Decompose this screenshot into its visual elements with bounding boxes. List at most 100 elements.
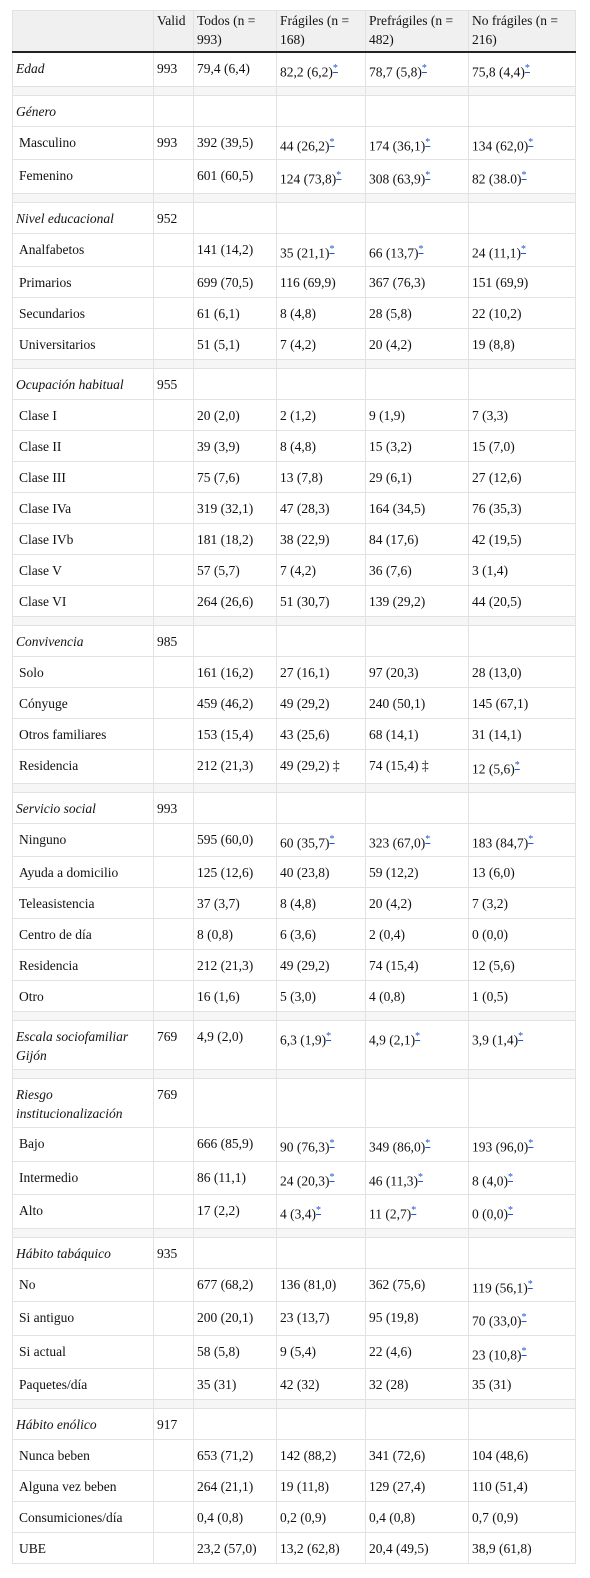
spacer-cell [153, 359, 194, 369]
footnote-link[interactable]: * [329, 1171, 335, 1183]
footnote-link[interactable]: * [518, 1031, 524, 1042]
footnote-link[interactable]: * [421, 63, 427, 74]
value-cell: 32 (28) [365, 1368, 469, 1400]
value-cell: 9 (5,4) [276, 1334, 366, 1369]
value-cell: 8 (4,8) [276, 887, 366, 919]
value-cell: 75,8 (4,4)* [468, 51, 576, 87]
value-cell [468, 94, 576, 127]
value-cell: 0,2 (0,9) [276, 1501, 366, 1533]
footnote-link[interactable]: * [425, 833, 431, 845]
value-cell: 42 (19,5) [468, 523, 576, 555]
row-label: Masculino [12, 125, 154, 160]
valid-cell [153, 856, 194, 888]
value-cell: 28 (13,0) [468, 656, 576, 688]
row-label: Cónyuge [12, 687, 154, 719]
spacer-row [12, 1399, 576, 1409]
footnote-mark: * [425, 136, 430, 148]
footnote-link[interactable]: * [521, 170, 527, 181]
valid-cell [153, 1501, 194, 1533]
footnote-link[interactable]: * [418, 243, 424, 255]
value-cell: 82 (38.0)* [468, 159, 576, 194]
footnote-link[interactable]: * [425, 1138, 431, 1149]
value-cell: 8 (4,0)* [468, 1160, 576, 1195]
data-row: Bajo 666 (85,9) 90 (76,3)* 349 (86,0)* 193 (… [12, 1127, 576, 1162]
value-cell: 323 (67,0)* [365, 822, 469, 857]
footnote-link[interactable]: * [514, 760, 520, 771]
valid-cell [153, 1127, 194, 1162]
value-cell: 264 (26,6) [193, 585, 277, 617]
row-label: Alguna vez beben [12, 1470, 154, 1502]
spacer-cell [193, 85, 277, 96]
value-cell: 47 (28,3) [276, 492, 366, 524]
value-cell: 58 (5,8) [193, 1334, 277, 1369]
footnote-link[interactable]: * [329, 136, 335, 148]
data-row: Universitarios 51 (5,1) 7 (4,2) 20 (4,2) 19 … [12, 328, 576, 360]
footnote-mark: * [330, 243, 335, 255]
spacer-cell [193, 1227, 277, 1238]
value-text: 183 (84,7) [472, 835, 529, 850]
value-cell: 35 (31) [193, 1368, 277, 1400]
footnote-link[interactable]: * [316, 1205, 321, 1216]
value-cell: 459 (46,2) [193, 687, 277, 719]
value-cell: 61 (6,1) [193, 297, 277, 329]
table-body: Edad 993 79,4 (6,4) 82,2 (6,2)* 78,7 (5,8)* 7… [12, 51, 576, 1564]
row-label: Si antiguo [12, 1301, 154, 1336]
footnote-link[interactable]: * [521, 1312, 527, 1323]
footnote-link[interactable]: * [528, 136, 534, 148]
value-cell [276, 1408, 366, 1440]
value-cell [193, 791, 277, 824]
valid-cell [153, 328, 194, 360]
footnote-link[interactable]: * [329, 1138, 335, 1149]
value-text: 75,8 (4,4) [472, 64, 525, 80]
footnote-link[interactable]: * [411, 1205, 417, 1216]
footnote-link[interactable]: * [508, 1171, 513, 1183]
footnote-link[interactable]: * [425, 136, 431, 148]
valid-cell: 993 [153, 125, 194, 160]
footnote-link[interactable]: * [418, 1171, 423, 1183]
value-text: 60 (35,7) [280, 835, 330, 850]
value-cell: 5 (3,0) [276, 980, 366, 1012]
footnote-link[interactable]: * [528, 833, 534, 845]
value-cell: 23,2 (57,0) [193, 1532, 277, 1564]
footnote-link[interactable]: * [329, 833, 335, 845]
valid-cell [153, 461, 194, 493]
footnote-link[interactable]: * [336, 170, 342, 181]
value-cell [365, 1408, 469, 1440]
value-cell: 49 (29,2) [276, 949, 366, 981]
data-row: Femenino 601 (60,5) 124 (73,8)* 308 (63,9)*… [12, 159, 576, 194]
spacer-cell [153, 1069, 194, 1079]
value-cell: 51 (5,1) [193, 328, 277, 360]
footnote-link[interactable]: * [326, 1031, 332, 1042]
row-label: Secundarios [12, 297, 154, 329]
data-row: Clase IVb 181 (18,2) 38 (22,9) 84 (17,6) 42 … [12, 523, 576, 555]
footnote-mark: * [316, 1204, 321, 1216]
footnote-link[interactable]: * [527, 1278, 533, 1290]
footnote-link[interactable]: * [524, 63, 530, 74]
footnote-link[interactable]: * [415, 1031, 421, 1042]
footnote-link[interactable]: * [329, 243, 335, 255]
value-cell: 57 (5,7) [193, 554, 277, 586]
valid-cell [153, 159, 194, 194]
footnote-link[interactable]: * [425, 170, 431, 181]
value-cell: 104 (48,6) [468, 1439, 576, 1471]
value-cell: 0,7 (0,9) [468, 1501, 576, 1533]
value-cell: 341 (72,6) [365, 1439, 469, 1471]
footnote-link[interactable]: * [521, 243, 526, 255]
row-label: Primarios [12, 266, 154, 298]
footnote-link[interactable]: * [521, 1345, 527, 1357]
footnote-mark: * [508, 1171, 513, 1183]
valid-cell [153, 822, 194, 857]
row-label: Femenino [12, 159, 154, 194]
value-cell: 60 (35,7)* [276, 822, 366, 857]
footnote-link[interactable]: * [528, 1138, 534, 1149]
footnote-link[interactable]: * [508, 1205, 513, 1216]
value-cell: 319 (32,1) [193, 492, 277, 524]
footnote-link[interactable]: * [332, 63, 338, 74]
value-cell: 17 (2,2) [193, 1194, 277, 1229]
spacer-cell [12, 782, 154, 793]
value-cell: 367 (76,3) [365, 266, 469, 298]
spacer-row [12, 192, 576, 203]
valid-cell [153, 297, 194, 329]
spacer-row [12, 782, 576, 793]
